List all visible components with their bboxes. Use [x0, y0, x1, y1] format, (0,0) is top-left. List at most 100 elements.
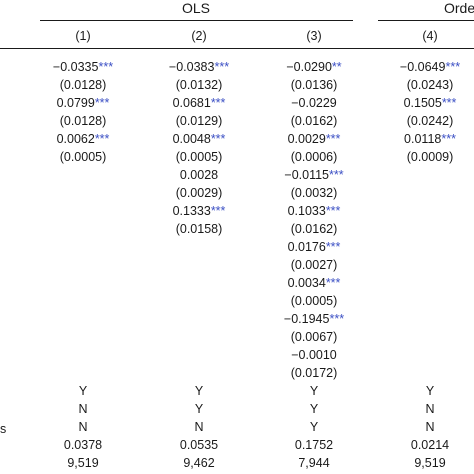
- coefficient-cell: 0.0034***: [259, 274, 369, 292]
- std-error-cell: (0.0128): [28, 112, 138, 130]
- cell-value: (0.0005): [59, 150, 107, 164]
- coefficient-cell: [28, 202, 138, 220]
- cell-value: Y: [194, 402, 204, 416]
- cell-value: Y: [309, 420, 319, 434]
- cell-value: N: [78, 420, 88, 434]
- cell-value: 9,519: [67, 456, 99, 470]
- cell-value: 0.0176: [287, 240, 326, 254]
- r-squared-cell: 0.1752: [259, 436, 369, 454]
- cell-value: (0.0162): [290, 114, 338, 128]
- coefficient-cell: [28, 274, 138, 292]
- cell-value: Y: [309, 402, 319, 416]
- observations-cell: 9,519: [375, 454, 474, 472]
- std-error-cell: [28, 256, 138, 274]
- cell-value: (0.0162): [290, 222, 338, 236]
- control-indicator-cell: N: [28, 418, 138, 436]
- coefficient-cell: −0.0383***: [144, 58, 254, 76]
- cell-value: −0.0649: [399, 60, 446, 74]
- column-header-1: (1): [75, 29, 91, 43]
- row-label-fragment: s: [0, 422, 7, 436]
- coefficient-cell: [375, 238, 474, 256]
- control-indicator-cell: Y: [259, 400, 369, 418]
- control-indicator-cell: Y: [259, 382, 369, 400]
- coefficient-cell: [375, 310, 474, 328]
- group-header-ols: OLS: [182, 0, 211, 16]
- std-error-cell: (0.0172): [259, 364, 369, 382]
- cell-value: (0.0029): [175, 186, 223, 200]
- std-error-cell: (0.0158): [144, 220, 254, 238]
- std-error-cell: (0.0006): [259, 148, 369, 166]
- column-header-2: (2): [191, 29, 207, 43]
- significance-stars: ***: [445, 60, 461, 74]
- cell-value: 0.0118: [404, 132, 442, 146]
- group-header-ordered: Orde: [444, 0, 474, 16]
- std-error-cell: (0.0027): [259, 256, 369, 274]
- cell-value: (0.0129): [175, 114, 223, 128]
- cell-value: 0.0535: [179, 438, 219, 452]
- r-squared-cell: 0.0378: [28, 436, 138, 454]
- column-header-3: (3): [306, 29, 322, 43]
- std-error-cell: [375, 364, 474, 382]
- coefficient-cell: 0.0048***: [144, 130, 254, 148]
- coefficient-cell: [28, 346, 138, 364]
- coefficient-cell: −0.0010: [259, 346, 369, 364]
- cell-value: (0.0006): [290, 150, 338, 164]
- std-error-cell: (0.0005): [259, 292, 369, 310]
- significance-stars: ***: [441, 132, 456, 146]
- coefficient-cell: [144, 346, 254, 364]
- coefficient-cell: −0.0290**: [259, 58, 369, 76]
- std-error-cell: [28, 364, 138, 382]
- significance-stars: ***: [94, 132, 110, 146]
- significance-stars: ***: [214, 60, 230, 74]
- r-squared-cell: 0.0535: [144, 436, 254, 454]
- coefficient-cell: 0.0176***: [259, 238, 369, 256]
- significance-stars: **: [331, 60, 342, 74]
- coefficient-cell: 0.0029***: [259, 130, 369, 148]
- column-header-4: (4): [422, 29, 438, 43]
- significance-stars: ***: [98, 60, 114, 74]
- cell-value: (0.0132): [175, 78, 223, 92]
- std-error-cell: [375, 328, 474, 346]
- control-indicator-cell: Y: [144, 400, 254, 418]
- coefficient-cell: 0.1033***: [259, 202, 369, 220]
- std-error-cell: [28, 184, 138, 202]
- significance-stars: ***: [329, 168, 344, 182]
- significance-stars: ***: [325, 240, 341, 254]
- cell-value: (0.0009): [406, 150, 454, 164]
- coefficient-cell: −0.0115***: [259, 166, 369, 184]
- cell-value: −0.0115: [284, 168, 329, 182]
- cell-value: N: [78, 402, 88, 416]
- control-indicator-cell: Y: [259, 418, 369, 436]
- cell-value: 0.1505: [403, 96, 442, 110]
- coefficient-cell: [375, 346, 474, 364]
- std-error-cell: (0.0009): [375, 148, 474, 166]
- significance-stars: ***: [325, 204, 341, 218]
- coefficient-cell: 0.0799***: [28, 94, 138, 112]
- coefficient-cell: [28, 310, 138, 328]
- significance-stars: ***: [210, 132, 226, 146]
- cell-value: (0.0242): [406, 114, 454, 128]
- significance-stars: ***: [94, 96, 110, 110]
- cell-value: 0.1752: [294, 438, 334, 452]
- std-error-cell: (0.0132): [144, 76, 254, 94]
- coefficient-cell: 0.1505***: [375, 94, 474, 112]
- cell-value: (0.0243): [406, 78, 454, 92]
- coefficient-cell: [144, 310, 254, 328]
- coefficient-cell: 0.1333***: [144, 202, 254, 220]
- cell-value: 9,462: [183, 456, 215, 470]
- std-error-cell: [144, 328, 254, 346]
- std-error-cell: [28, 328, 138, 346]
- ordered-group-rule: [378, 20, 474, 21]
- cell-value: 0.0799: [56, 96, 95, 110]
- column-1-values: −0.0335*** (0.0128) 0.0799*** (0.0128) 0.006…: [28, 58, 138, 472]
- cell-value: 0.0062: [56, 132, 95, 146]
- cell-value: −0.0383: [168, 60, 215, 74]
- coefficient-cell: [375, 274, 474, 292]
- std-error-cell: [28, 292, 138, 310]
- column-2-values: −0.0383*** (0.0132) 0.0681*** (0.0129) 0.004…: [144, 58, 254, 472]
- cell-value: (0.0158): [175, 222, 223, 236]
- std-error-cell: [144, 292, 254, 310]
- std-error-cell: [144, 256, 254, 274]
- std-error-cell: (0.0162): [259, 112, 369, 130]
- cell-value: −0.0290: [286, 60, 332, 74]
